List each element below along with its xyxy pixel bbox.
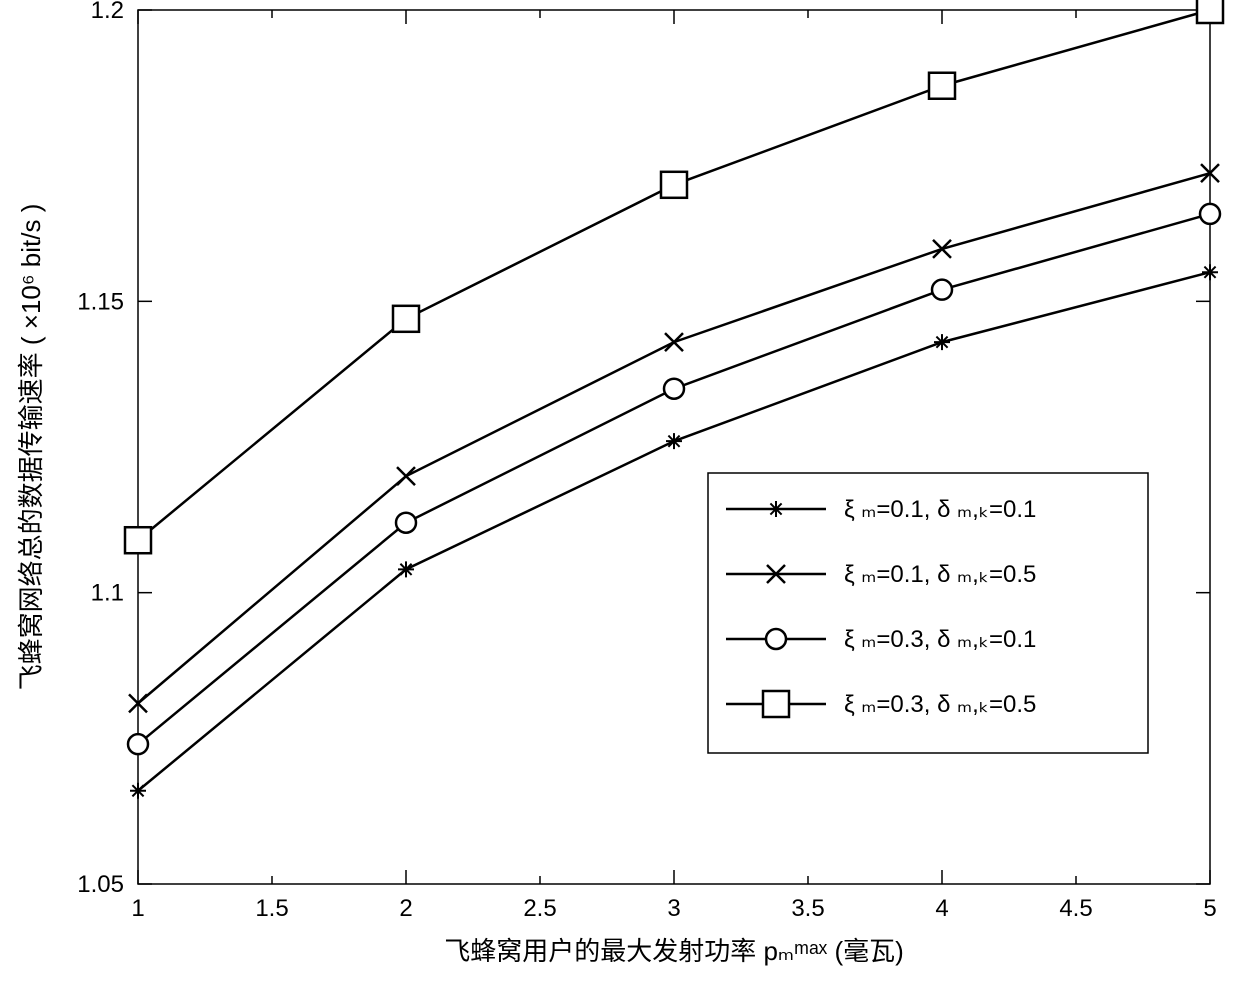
y-tick-label: 1.1	[91, 580, 124, 607]
line-chart: 1 1.5 2 2.5 3 3.5 4 4.5 5 1.05 1.1 1.15 1.2 飞蜂窝用户的最大发…	[0, 0, 1240, 984]
x-tick-label: 1.5	[255, 895, 288, 922]
x-marker	[665, 333, 683, 351]
square-marker	[393, 306, 419, 332]
circle-marker	[766, 629, 786, 649]
legend-label: ξ ₘ=0.1, δ ₘ,ₖ=0.5	[844, 561, 1036, 588]
star-marker	[130, 783, 146, 799]
star-marker	[666, 433, 682, 449]
x-tick-label: 1	[131, 895, 144, 922]
legend-label: ξ ₘ=0.1, δ ₘ,ₖ=0.1	[844, 496, 1036, 523]
series-s4	[138, 10, 1210, 540]
circle-marker	[1200, 204, 1220, 224]
y-tick-label: 1.05	[77, 871, 124, 898]
circle-marker	[664, 379, 684, 399]
x-tick-label: 2	[399, 895, 412, 922]
x-tick-label: 5	[1203, 895, 1216, 922]
y-tick-label: 1.2	[91, 0, 124, 24]
x-tick-label: 4.5	[1059, 895, 1092, 922]
square-marker	[1197, 0, 1223, 23]
legend-label: ξ ₘ=0.3, δ ₘ,ₖ=0.5	[844, 691, 1036, 718]
x-tick-label: 2.5	[523, 895, 556, 922]
star-marker	[768, 501, 784, 517]
circle-marker	[396, 513, 416, 533]
y-tick-label: 1.15	[77, 288, 124, 315]
x-marker	[397, 467, 415, 485]
circle-marker	[128, 734, 148, 754]
x-marker	[933, 240, 951, 258]
y-axis-label: 飞蜂窝网络总的数据传输速率 ( ×10⁶ bit/s )	[16, 204, 46, 691]
star-marker	[934, 334, 950, 350]
x-tick-label: 3.5	[791, 895, 824, 922]
square-marker	[929, 73, 955, 99]
square-marker	[125, 527, 151, 553]
circle-marker	[932, 280, 952, 300]
square-marker	[661, 172, 687, 198]
square-marker	[763, 691, 789, 717]
chart-container: 1 1.5 2 2.5 3 3.5 4 4.5 5 1.05 1.1 1.15 1.2 飞蜂窝用户的最大发…	[0, 0, 1240, 984]
star-marker	[1202, 264, 1218, 280]
x-tick-label: 4	[935, 895, 948, 922]
x-tick-label: 3	[667, 895, 680, 922]
legend-label: ξ ₘ=0.3, δ ₘ,ₖ=0.1	[844, 626, 1036, 653]
star-marker	[398, 561, 414, 577]
x-axis-label: 飞蜂窝用户的最大发射功率 pₘᵐᵃˣ (毫瓦)	[444, 936, 904, 966]
